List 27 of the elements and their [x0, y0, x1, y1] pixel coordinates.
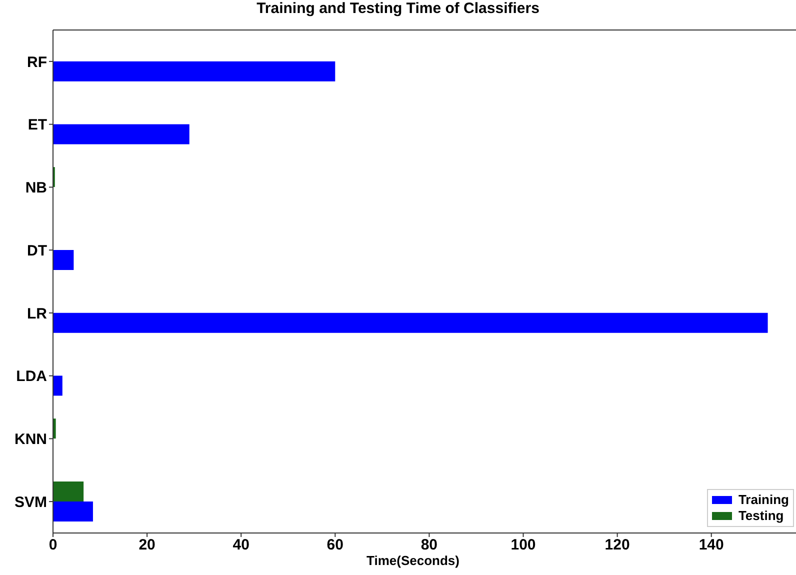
legend-label: Testing	[738, 508, 784, 524]
y-tick-label: RF	[27, 54, 47, 71]
x-tick-label: 80	[420, 536, 438, 554]
chart-title: Training and Testing Time of Classifiers	[256, 0, 540, 17]
bar	[53, 312, 768, 333]
y-tick-label: KNN	[14, 431, 47, 448]
y-tick-label: NB	[25, 180, 48, 197]
legend-label: Training	[738, 492, 789, 508]
bar	[53, 481, 84, 502]
x-tick-label: 140	[698, 536, 724, 554]
y-tick-label: ET	[28, 116, 47, 134]
x-tick-label: 20	[138, 536, 156, 554]
x-tick-label: 60	[326, 536, 344, 554]
bar	[53, 61, 336, 82]
bar	[53, 501, 93, 522]
y-tick-label: DT	[27, 242, 47, 260]
x-tick-label: 100	[510, 536, 536, 554]
bar	[53, 124, 190, 144]
bar	[53, 250, 74, 270]
y-tick-label: LDA	[16, 368, 48, 386]
x-tick-label: 0	[48, 536, 58, 554]
x-tick-label: 120	[604, 536, 630, 554]
x-tick-label: 40	[232, 536, 250, 554]
y-tick-label: SVM	[14, 494, 47, 511]
x-axis-title: Time(Seconds)	[366, 553, 460, 568]
y-tick-label: LR	[27, 305, 48, 322]
bar	[53, 376, 62, 396]
